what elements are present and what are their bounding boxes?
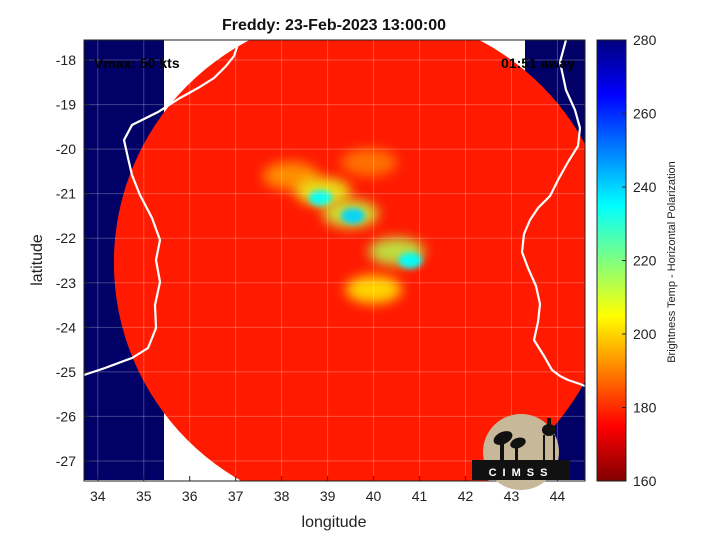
colorbar	[596, 39, 627, 482]
y-tick-label: -19	[56, 97, 76, 113]
colorbar-tick-label: 260	[633, 106, 657, 122]
colorbar-tick-label: 180	[633, 400, 657, 416]
water-tower-icon	[542, 418, 556, 460]
y-axis-label: latitude	[29, 234, 46, 286]
feature-arc-north	[340, 148, 397, 177]
colorbar-axis: 280 260 240 220 200 180 160	[622, 32, 657, 489]
feature-convection-1	[308, 190, 333, 207]
chart-title: Freddy: 23-Feb-2023 13:00:00	[222, 17, 446, 34]
x-axis-label: longitude	[302, 514, 367, 531]
y-tick-label: -20	[56, 141, 76, 157]
x-tick-label: 43	[504, 488, 520, 504]
x-tick-label: 40	[366, 488, 382, 504]
y-tick-label: -27	[56, 453, 76, 469]
feature-hook-tail	[345, 275, 402, 304]
cimss-logo: CIMSS	[472, 414, 570, 490]
y-tick-label: -26	[56, 408, 76, 424]
feature-convection-2	[340, 207, 365, 224]
y-tick-label: -18	[56, 52, 76, 68]
time-away-annotation: 01:51 away	[501, 55, 575, 71]
x-tick-label: 44	[550, 488, 566, 504]
vmax-annotation: Vmax: 50 kts	[94, 55, 180, 71]
colorbar-tick-label: 160	[633, 473, 657, 489]
y-tick-label: -22	[56, 230, 76, 246]
x-tick-label: 37	[228, 488, 244, 504]
colorbar-tick-label: 280	[633, 32, 657, 48]
grid-layer	[84, 40, 585, 481]
satellite-dish-icon	[493, 431, 526, 460]
colorbar-tick-label: 220	[633, 253, 657, 269]
feature-convection-3	[398, 252, 423, 269]
colorbar-tick-label: 240	[633, 179, 657, 195]
y-tick-label: -23	[56, 275, 76, 291]
feature-layer	[262, 148, 425, 304]
y-tick-label: -21	[56, 186, 76, 202]
swath-layer	[84, 40, 585, 481]
x-tick-label: 34	[90, 488, 106, 504]
coastline-layer	[84, 40, 585, 388]
coastline-east	[520, 40, 585, 388]
x-tick-label: 42	[458, 488, 474, 504]
colorbar-label: Brightness Temp - Horizontal Polarizatio…	[666, 161, 678, 363]
coastline-west	[84, 40, 241, 377]
x-tick-label: 41	[412, 488, 428, 504]
y-axis: -18 -19 -20 -21 -22 -23 -24 -25 -26 -27	[56, 52, 89, 469]
y-tick-label: -24	[56, 319, 76, 335]
swath-disk	[113, 40, 585, 481]
y-tick-label: -25	[56, 364, 76, 380]
plot-frame	[83, 39, 586, 482]
x-tick-label: 35	[136, 488, 152, 504]
x-tick-label: 36	[182, 488, 198, 504]
x-tick-label: 38	[274, 488, 290, 504]
logo-text: CIMSS	[489, 467, 554, 479]
colorbar-tick-label: 200	[633, 326, 657, 342]
x-tick-label: 39	[320, 488, 336, 504]
